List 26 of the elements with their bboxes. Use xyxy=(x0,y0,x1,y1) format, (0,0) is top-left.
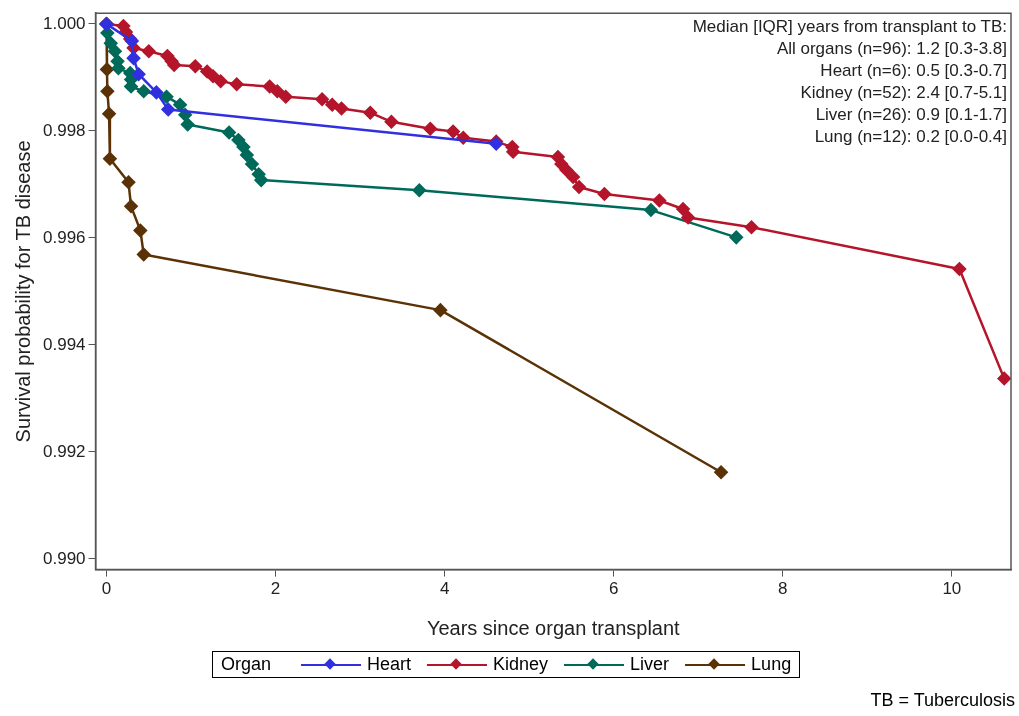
legend-label: Heart xyxy=(367,654,412,675)
legend-title: Organ xyxy=(221,654,272,675)
text: TB = Tuberculosis xyxy=(870,690,1015,711)
annotation: Lung (n=12): 0.2 [0.0-0.4] xyxy=(813,126,1007,148)
y-tick-label: 0.994 xyxy=(42,334,86,354)
x-tick-label: 8 xyxy=(778,579,788,599)
x-tick-label: 6 xyxy=(608,579,619,599)
y-tick-label: 0.990 xyxy=(42,548,86,568)
x-tick-label: 0 xyxy=(101,579,112,599)
annotation: Liver (n=26): 0.9 [0.1-1.7] xyxy=(814,104,1007,126)
annotation: Heart (n=6): 0.5 [0.3-0.7] xyxy=(819,60,1007,82)
x-axis-title: Years since organ transplant xyxy=(426,616,681,639)
y-axis-title: Survival probability for TB disease xyxy=(11,140,34,443)
annotation: Kidney (n=52): 2.4 [0.7-5.1] xyxy=(799,82,1007,104)
y-tick-label: 0.992 xyxy=(42,441,86,461)
legend-label: Lung xyxy=(751,654,792,675)
y-tick-label: 0.996 xyxy=(42,227,86,247)
legend-label: Liver xyxy=(630,654,670,675)
y-tick-label: 0.998 xyxy=(42,120,86,140)
x-tick-label: 2 xyxy=(270,579,281,599)
legend-label: Kidney xyxy=(493,654,549,675)
x-tick-label: 4 xyxy=(439,579,450,599)
x-tick-label: 10 xyxy=(942,579,962,599)
y-tick-label: 1.000 xyxy=(42,13,86,33)
annotation: All organs (n=96): 1.2 [0.3-3.8] xyxy=(775,38,1007,60)
annotation: Median [IQR] years from transplant to TB: xyxy=(692,16,1007,38)
